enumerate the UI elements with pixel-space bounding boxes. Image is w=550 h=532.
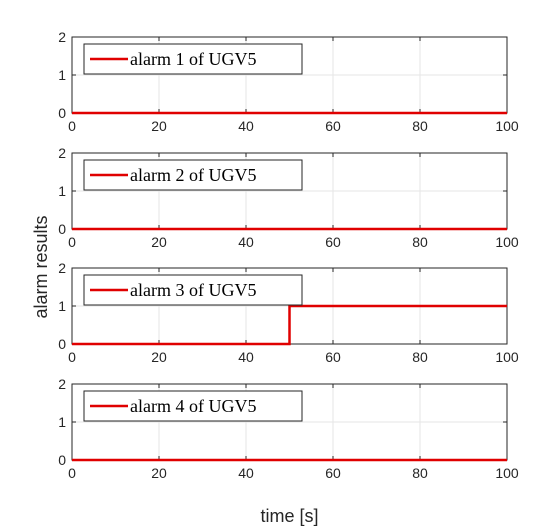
legend: alarm 3 of UGV5 <box>83 274 303 306</box>
y-tick-label: 1 <box>58 67 66 83</box>
x-tick-label: 20 <box>151 349 167 365</box>
legend-label: alarm 2 of UGV5 <box>130 165 256 185</box>
subplot-1: 0 20 40 60 80 100 0 1 2 alarm 1 of UGV5 <box>58 29 519 134</box>
x-tick-label: 0 <box>68 465 76 481</box>
x-tick-label: 60 <box>325 465 341 481</box>
legend: alarm 4 of UGV5 <box>83 390 303 422</box>
legend: alarm 2 of UGV5 <box>83 159 303 191</box>
y-tick-label: 0 <box>58 452 66 468</box>
x-tick-label: 20 <box>151 465 167 481</box>
x-tick-label: 80 <box>412 465 428 481</box>
subplot-4: 0 20 40 60 80 100 0 1 2 alarm 4 of UGV5 <box>58 376 519 481</box>
x-tick-label: 40 <box>238 465 254 481</box>
x-tick-label: 20 <box>151 118 167 134</box>
x-tick-label: 40 <box>238 234 254 250</box>
y-tick-label: 0 <box>58 105 66 121</box>
x-tick-label: 100 <box>495 465 519 481</box>
x-tick-label: 60 <box>325 349 341 365</box>
x-tick-label: 40 <box>238 118 254 134</box>
legend-label: alarm 4 of UGV5 <box>130 396 256 416</box>
y-tick-label: 1 <box>58 414 66 430</box>
x-tick-label: 60 <box>325 234 341 250</box>
x-tick-label: 0 <box>68 349 76 365</box>
x-tick-label: 40 <box>238 349 254 365</box>
x-tick-label: 20 <box>151 234 167 250</box>
y-tick-label: 0 <box>58 221 66 237</box>
legend-label: alarm 3 of UGV5 <box>130 280 256 300</box>
x-tick-label: 100 <box>495 349 519 365</box>
x-axis-title: time [s] <box>260 506 318 526</box>
x-tick-label: 60 <box>325 118 341 134</box>
y-tick-label: 1 <box>58 298 66 314</box>
y-tick-label: 2 <box>58 376 66 392</box>
x-tick-label: 80 <box>412 118 428 134</box>
x-tick-label: 0 <box>68 118 76 134</box>
y-tick-label: 1 <box>58 183 66 199</box>
y-axis-title: alarm results <box>31 215 51 318</box>
y-tick-label: 0 <box>58 336 66 352</box>
y-tick-label: 2 <box>58 260 66 276</box>
series-line <box>72 304 507 346</box>
y-tick-label: 2 <box>58 29 66 45</box>
x-tick-label: 80 <box>412 234 428 250</box>
legend-label: alarm 1 of UGV5 <box>130 49 256 69</box>
x-tick-label: 80 <box>412 349 428 365</box>
legend: alarm 1 of UGV5 <box>83 43 303 75</box>
y-tick-label: 2 <box>58 145 66 161</box>
subplot-3: 0 20 40 60 80 100 0 1 2 alarm 3 of UGV5 <box>58 260 519 365</box>
x-tick-label: 0 <box>68 234 76 250</box>
subplot-2: 0 20 40 60 80 100 0 1 2 alarm 2 of UGV5 <box>58 145 519 250</box>
x-tick-label: 100 <box>495 118 519 134</box>
x-tick-label: 100 <box>495 234 519 250</box>
